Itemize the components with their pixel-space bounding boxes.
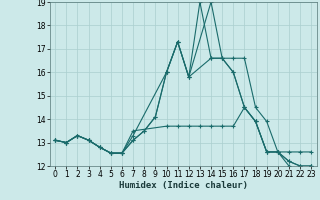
- X-axis label: Humidex (Indice chaleur): Humidex (Indice chaleur): [119, 181, 248, 190]
